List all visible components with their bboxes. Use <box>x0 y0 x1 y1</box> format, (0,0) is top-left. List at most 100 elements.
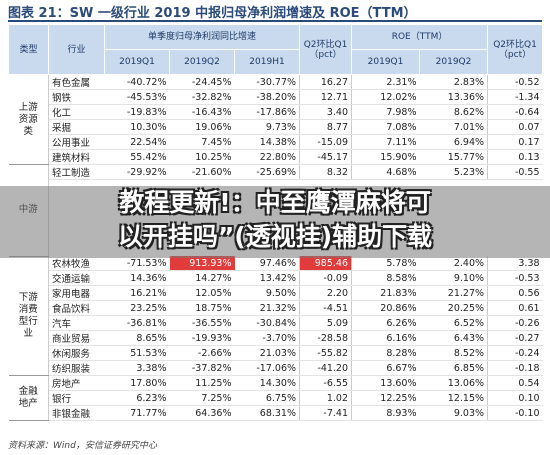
table-cell: -4.51 <box>299 300 352 316</box>
table-cell: 8.32 <box>299 164 352 180</box>
table-cell: 7.25% <box>169 390 235 406</box>
table-cell: 51.53% <box>104 345 170 361</box>
table-cell: 18.75% <box>169 300 235 316</box>
table-cell: -71.53% <box>104 256 170 271</box>
table-cell: -40.72% <box>104 74 170 90</box>
table-cell: 8.77 <box>299 119 352 135</box>
table-cell: 8.58% <box>351 270 420 286</box>
table-cell: -0.53 <box>487 270 543 286</box>
table-cell: -29.92% <box>104 164 170 180</box>
table-cell: 68.31% <box>234 405 300 421</box>
table-cell: 3.38 <box>487 256 543 271</box>
table-row: 采掘 10.30% 19.06% 9.73% 8.77 7.08% 7.01% 0.07 <box>9 119 543 135</box>
table-cell: 23.25% <box>104 300 170 316</box>
table-cell: 8.52% <box>419 345 488 361</box>
table-cell: -17.86% <box>234 104 300 120</box>
header-cell: 2019Q2 <box>169 49 235 75</box>
table-row: 家用电器 16.21% 12.05% 9.50% 2.20 21.83% 21.27% 0.5… <box>9 285 543 301</box>
header-cell: 行业 <box>48 24 105 75</box>
table-cell: 14.30% <box>234 375 300 391</box>
table-cell: -0.10 <box>487 405 543 421</box>
table-cell: 15.77% <box>419 149 488 165</box>
table-cell: 12.25% <box>351 390 420 406</box>
table-cell: 13.60% <box>351 375 420 391</box>
table-row: 休闲服务 51.53% -2.66% 21.03% -55.82 8.28% 8.52% -0… <box>9 345 543 361</box>
table-cell: 5.78% <box>351 256 420 271</box>
table-cell: 6.26% <box>351 315 420 331</box>
table-cell: 0.13 <box>487 149 543 165</box>
table-cell: -32.82% <box>169 89 235 105</box>
table-cell: 16.27 <box>299 74 352 90</box>
table-cell: -38.20% <box>234 89 300 105</box>
table-row: 交通运输 14.36% 14.27% 13.42% -0.09 8.58% 9.10% -0.… <box>9 270 543 286</box>
table-cell: -36.81% <box>104 315 170 331</box>
table-cell: -45.17 <box>299 149 352 165</box>
table-cell: -0.64 <box>487 104 543 120</box>
watermark-banner: 教程更新!：中至鹰潭麻将可 以开挂吗”(透视挂)辅助下载 <box>0 186 550 258</box>
table-cell: 55.42% <box>104 149 170 165</box>
table-cell: 17.80% <box>104 375 170 391</box>
industry-name: 银行 <box>48 390 105 406</box>
table-row: 钢铁 -45.53% -32.82% -38.20% 12.71 12.02% 13.36%… <box>9 89 543 105</box>
table-cell: 3.38% <box>104 360 170 376</box>
industry-name: 建筑材料 <box>48 149 105 165</box>
header-cell: 类型 <box>8 24 49 75</box>
table-cell: 2.40% <box>419 256 488 271</box>
table-cell: -0.52 <box>487 74 543 90</box>
section-label: 金融地产 <box>8 375 49 421</box>
table-cell: 6.23% <box>104 390 170 406</box>
industry-name: 休闲服务 <box>48 345 105 361</box>
table-cell: 21.27% <box>419 285 488 301</box>
industry-name: 化工 <box>48 104 105 120</box>
table-cell: -0.09 <box>299 270 352 286</box>
table-cell: 8.28% <box>351 345 420 361</box>
table-cell: 9.50% <box>234 285 300 301</box>
industry-name: 交通运输 <box>48 270 105 286</box>
table-cell: 21.03% <box>234 345 300 361</box>
table-cell: 20.86% <box>351 300 420 316</box>
header-cell: 单季度归母净利润同比增速 <box>103 24 301 50</box>
table-cell: 12.15% <box>419 390 488 406</box>
table-cell: 1.02 <box>299 390 352 406</box>
table-cell: 6.67% <box>351 360 420 376</box>
header-cell: Q2环比Q1（pct） <box>299 24 353 75</box>
header-cell: 2019Q1 <box>104 49 170 75</box>
table-cell: 19.06% <box>169 119 235 135</box>
table-cell: 21.83% <box>351 285 420 301</box>
industry-name: 公用事业 <box>48 134 105 150</box>
table-cell: 5.23% <box>419 164 488 180</box>
table-row: 商业贸易 8.65% -19.93% -3.70% -28.58 6.16% 6.43% -0… <box>9 330 543 346</box>
table-cell: 15.90% <box>351 149 420 165</box>
table-cell: -41.20 <box>299 360 352 376</box>
industry-name: 钢铁 <box>48 89 105 105</box>
table-cell: 985.46 <box>299 256 352 271</box>
table-row: 建筑材料 55.42% 10.25% 22.80% -45.17 15.90% 15.77%… <box>9 149 543 165</box>
table-cell: -36.55% <box>169 315 235 331</box>
table-cell: -30.84% <box>234 315 300 331</box>
table-cell: 12.05% <box>169 285 235 301</box>
section-label: 上游资源类 <box>8 74 49 165</box>
industry-name: 家用电器 <box>48 285 105 301</box>
table-cell: 11.25% <box>169 375 235 391</box>
table-cell: 22.54% <box>104 134 170 150</box>
table-row: 纺织服装 3.38% -37.82% -17.06% -41.20 6.67% 6.85% -… <box>9 360 543 376</box>
table-cell: -55.82 <box>299 345 352 361</box>
industry-name: 商业贸易 <box>48 330 105 346</box>
table-cell: 2.20 <box>299 285 352 301</box>
table-cell: -24.45% <box>169 74 235 90</box>
table-row: 汽车 -36.81% -36.55% -30.84% 5.09 6.26% 6.52% -0.… <box>9 315 543 331</box>
table-cell: 6.52% <box>419 315 488 331</box>
table-cell: 0.54 <box>487 375 543 391</box>
table-cell: -21.60% <box>169 164 235 180</box>
table-cell: 2.83% <box>419 74 488 90</box>
table-cell: 13.36% <box>419 89 488 105</box>
industry-name: 汽车 <box>48 315 105 331</box>
table-cell: 64.36% <box>169 405 235 421</box>
table-cell: 9.73% <box>234 119 300 135</box>
table-cell: -0.26 <box>487 315 543 331</box>
table-cell: 12.71 <box>299 89 352 105</box>
table-cell: 71.77% <box>104 405 170 421</box>
table-cell: 7.98% <box>351 104 420 120</box>
table-cell: 0.17 <box>487 134 543 150</box>
table-cell: 12.02% <box>351 89 420 105</box>
